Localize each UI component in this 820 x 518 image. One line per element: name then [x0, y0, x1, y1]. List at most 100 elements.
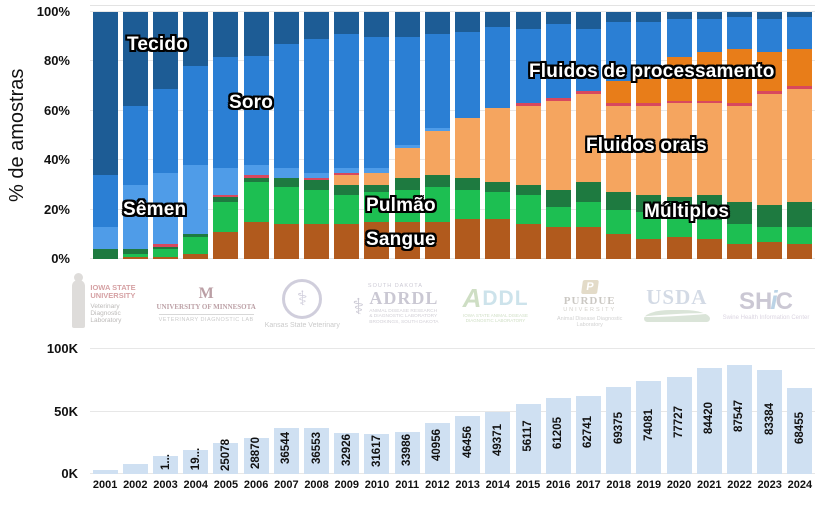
segment-sangue-2002[interactable]	[122, 256, 148, 259]
segment-fluidos-de-processamento-2022[interactable]	[726, 49, 752, 104]
segment-soro-2015[interactable]	[515, 29, 541, 104]
count-bar-2005[interactable]: 25078	[213, 439, 239, 474]
segment-soro-2011[interactable]	[394, 36, 420, 146]
segment-sêmen-2004[interactable]	[183, 165, 209, 235]
segment-tecido-2022[interactable]	[726, 12, 752, 17]
segment-sêmen-2006[interactable]	[243, 165, 269, 176]
segment-pulmão-2013[interactable]	[455, 189, 481, 220]
segment-unlabeled-2021[interactable]	[696, 100, 722, 104]
segment-sangue-2023[interactable]	[757, 241, 783, 259]
segment-soro-2010[interactable]	[364, 36, 390, 168]
stacked-bar-2021[interactable]	[696, 12, 722, 259]
segment-sangue-2004[interactable]	[183, 254, 209, 259]
stacked-bar-2013[interactable]	[455, 12, 481, 259]
count-bar-2015[interactable]: 56117	[515, 403, 541, 474]
segment-unlabeled-2003[interactable]	[153, 244, 179, 247]
count-bar-2022[interactable]: 87547	[726, 364, 752, 474]
segment-soro-2009[interactable]	[334, 34, 360, 168]
stacked-bar-2003[interactable]	[153, 12, 179, 259]
segment-unlabeled-2022[interactable]	[726, 103, 752, 106]
segment-soro-2018[interactable]	[606, 21, 632, 82]
segment-soro-2006[interactable]	[243, 56, 269, 166]
segment-unlabeled-2019[interactable]	[636, 103, 662, 106]
stacked-bar-2005[interactable]	[213, 12, 239, 259]
segment-soro-2021[interactable]	[696, 19, 722, 52]
segment-sangue-2014[interactable]	[485, 219, 511, 259]
count-bar-2001[interactable]	[92, 470, 118, 474]
segment-tecido-2020[interactable]	[666, 12, 692, 20]
count-bar-2010[interactable]: 31617	[364, 434, 390, 474]
segment-fluidos-de-processamento-2024[interactable]	[787, 49, 813, 87]
segment-soro-2002[interactable]	[122, 105, 148, 185]
segment-fluidos-orais-2014[interactable]	[485, 108, 511, 183]
segment-sêmen-2001[interactable]	[92, 226, 118, 250]
segment-sêmen-2008[interactable]	[304, 172, 330, 178]
segment-sangue-2018[interactable]	[606, 234, 632, 259]
segment-pulmão-2014[interactable]	[485, 192, 511, 220]
segment-tecido-2017[interactable]	[575, 12, 601, 30]
segment-múltiplos-2021[interactable]	[696, 194, 722, 220]
segment-pulmão-2022[interactable]	[726, 224, 752, 245]
count-bar-2021[interactable]: 84420	[696, 368, 722, 474]
segment-soro-2017[interactable]	[575, 29, 601, 92]
segment-múltiplos-2024[interactable]	[787, 202, 813, 227]
segment-fluidos-orais-2021[interactable]	[696, 103, 722, 195]
segment-fluidos-de-processamento-2019[interactable]	[636, 78, 662, 104]
count-bar-2016[interactable]: 61205	[545, 397, 571, 474]
segment-fluidos-de-processamento-2018[interactable]	[606, 81, 632, 104]
stacked-bar-2019[interactable]	[636, 12, 662, 259]
stacked-bar-2017[interactable]	[575, 12, 601, 259]
segment-pulmão-2012[interactable]	[424, 187, 450, 222]
segment-sangue-2003[interactable]	[153, 256, 179, 259]
segment-tecido-2012[interactable]	[424, 12, 450, 35]
stacked-bar-2002[interactable]	[122, 12, 148, 259]
segment-sangue-2021[interactable]	[696, 239, 722, 259]
segment-pulmão-2020[interactable]	[666, 214, 692, 237]
segment-pulmão-2019[interactable]	[636, 212, 662, 240]
count-bar-2017[interactable]: 62741	[575, 395, 601, 474]
stacked-bar-2001[interactable]	[92, 12, 118, 259]
count-bar-2002[interactable]	[122, 464, 148, 474]
count-bar-2023[interactable]: 83384	[757, 369, 783, 474]
count-bar-2019[interactable]: 74081	[636, 381, 662, 474]
segment-sêmen-2011[interactable]	[394, 145, 420, 148]
stacked-bar-2015[interactable]	[515, 12, 541, 259]
segment-múltiplos-2005[interactable]	[213, 197, 239, 203]
segment-sangue-2006[interactable]	[243, 221, 269, 259]
segment-tecido-2016[interactable]	[545, 12, 571, 25]
segment-sangue-2005[interactable]	[213, 231, 239, 259]
segment-tecido-2006[interactable]	[243, 12, 269, 57]
stacked-bar-2020[interactable]	[666, 12, 692, 259]
segment-tecido-2024[interactable]	[787, 12, 813, 17]
segment-pulmão-2018[interactable]	[606, 209, 632, 235]
segment-soro-2005[interactable]	[213, 56, 239, 168]
segment-soro-2013[interactable]	[455, 31, 481, 119]
segment-múltiplos-2003[interactable]	[153, 246, 179, 250]
segment-pulmão-2009[interactable]	[334, 194, 360, 225]
segment-múltiplos-2001[interactable]	[92, 249, 118, 259]
segment-fluidos-orais-2023[interactable]	[757, 93, 783, 205]
segment-tecido-2023[interactable]	[757, 12, 783, 20]
segment-múltiplos-2014[interactable]	[485, 182, 511, 193]
segment-fluidos-de-processamento-2020[interactable]	[666, 56, 692, 101]
stacked-bar-2006[interactable]	[243, 12, 269, 259]
segment-sêmen-2009[interactable]	[334, 167, 360, 173]
segment-múltiplos-2019[interactable]	[636, 194, 662, 213]
segment-múltiplos-2017[interactable]	[575, 182, 601, 203]
segment-fluidos-orais-2019[interactable]	[636, 105, 662, 195]
stacked-bar-2010[interactable]	[364, 12, 390, 259]
segment-pulmão-2017[interactable]	[575, 202, 601, 227]
count-bar-2012[interactable]: 40956	[424, 422, 450, 474]
stacked-bar-2004[interactable]	[183, 12, 209, 259]
segment-pulmão-2003[interactable]	[153, 249, 179, 257]
segment-sangue-2022[interactable]	[726, 244, 752, 259]
segment-sangue-2009[interactable]	[334, 224, 360, 259]
segment-unlabeled-2018[interactable]	[606, 103, 632, 106]
count-bar-2008[interactable]: 36553	[304, 428, 330, 474]
segment-pulmão-2015[interactable]	[515, 194, 541, 225]
segment-múltiplos-2012[interactable]	[424, 175, 450, 188]
segment-pulmão-2004[interactable]	[183, 236, 209, 255]
segment-pulmão-2011[interactable]	[394, 189, 420, 222]
segment-soro-2004[interactable]	[183, 66, 209, 166]
segment-tecido-2005[interactable]	[213, 12, 239, 57]
